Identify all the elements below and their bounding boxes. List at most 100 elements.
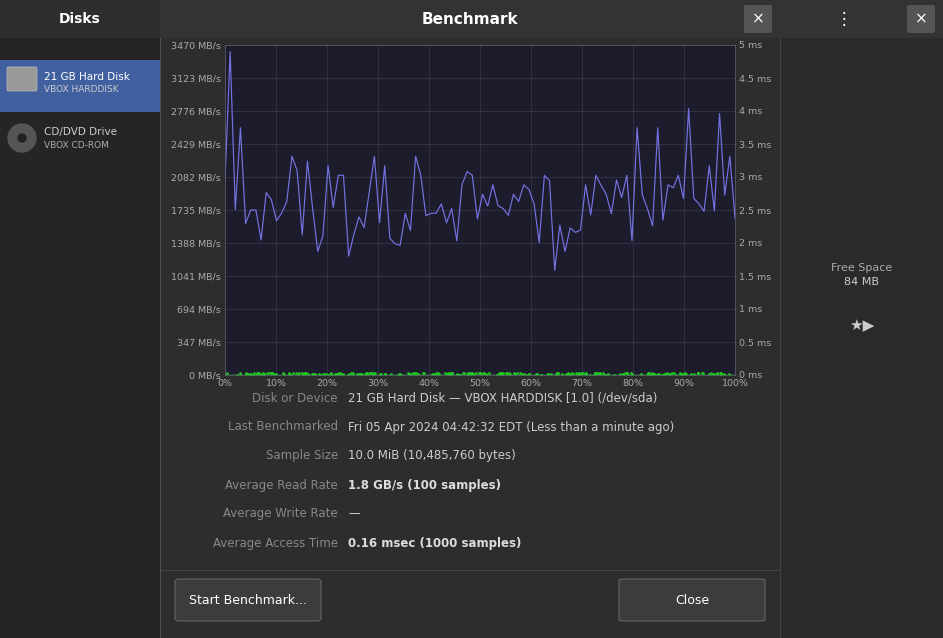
Point: [588, 370, 604, 380]
Point: [575, 367, 590, 378]
Text: 0.16 msec (1000 samples): 0.16 msec (1000 samples): [348, 537, 521, 549]
Point: [713, 367, 728, 378]
Point: [460, 369, 475, 379]
FancyBboxPatch shape: [175, 579, 321, 621]
Point: [455, 368, 470, 378]
Text: Average Write Rate: Average Write Rate: [223, 507, 338, 521]
Point: [323, 368, 339, 378]
Point: [654, 370, 670, 380]
Bar: [0, 0, 160, 638]
Point: [432, 369, 447, 379]
Point: [256, 369, 272, 379]
Point: [658, 368, 673, 378]
Point: [502, 368, 517, 378]
Point: [705, 369, 720, 379]
Point: [472, 368, 488, 378]
Point: [578, 367, 593, 378]
Point: [596, 370, 611, 380]
Point: [321, 369, 336, 380]
Point: [328, 369, 343, 380]
Point: [407, 370, 422, 380]
Point: [571, 369, 586, 379]
Point: [307, 368, 323, 378]
Text: ×: ×: [752, 11, 765, 27]
Point: [533, 370, 548, 380]
Point: [252, 368, 267, 378]
FancyBboxPatch shape: [744, 5, 772, 33]
Point: [341, 369, 356, 380]
Point: [240, 369, 256, 380]
Point: [249, 369, 264, 380]
Point: [570, 369, 585, 379]
Point: [453, 369, 468, 380]
Text: 1.8 GB/s (100 samples): 1.8 GB/s (100 samples): [348, 478, 501, 491]
Text: ★▶: ★▶: [849, 318, 874, 334]
Point: [340, 369, 356, 380]
Point: [239, 369, 254, 379]
Point: [256, 369, 271, 379]
Point: [601, 369, 616, 380]
Point: [358, 367, 373, 378]
Point: [500, 369, 515, 380]
Bar: [160, 0, 780, 638]
Text: CD/DVD Drive: CD/DVD Drive: [44, 127, 117, 137]
Point: [625, 369, 640, 379]
Point: [315, 369, 330, 379]
Point: [430, 369, 445, 379]
Point: [674, 369, 689, 379]
Point: [659, 368, 674, 378]
Point: [246, 368, 261, 378]
Point: [264, 368, 279, 378]
Point: [350, 369, 365, 379]
Point: [305, 369, 320, 379]
Point: [665, 368, 680, 378]
Point: [633, 369, 648, 380]
Point: [449, 369, 464, 380]
Point: [677, 369, 692, 380]
Point: [569, 367, 584, 378]
Point: [521, 369, 537, 379]
Point: [495, 369, 510, 379]
Point: [645, 367, 660, 378]
Point: [322, 369, 337, 379]
Point: [442, 367, 457, 378]
Point: [587, 368, 603, 378]
Point: [713, 370, 728, 380]
Point: [451, 370, 466, 380]
Point: [662, 369, 677, 379]
Point: [390, 369, 405, 380]
Point: [427, 369, 442, 379]
Point: [289, 368, 304, 378]
Point: [246, 369, 261, 380]
Point: [645, 369, 660, 379]
Text: Benchmark: Benchmark: [422, 11, 519, 27]
Point: [642, 369, 657, 380]
Point: [366, 369, 381, 380]
Point: [690, 368, 705, 378]
Point: [429, 369, 444, 379]
Point: [679, 369, 694, 379]
Point: [579, 369, 594, 380]
Point: [402, 369, 417, 379]
Point: [571, 370, 586, 380]
Point: [588, 367, 604, 378]
Point: [410, 369, 425, 380]
Point: [618, 368, 633, 378]
Text: 21 GB Hard Disk: 21 GB Hard Disk: [44, 72, 130, 82]
Point: [713, 369, 728, 379]
Point: [646, 369, 661, 380]
Point: [672, 369, 687, 379]
Point: [291, 368, 306, 378]
Point: [295, 368, 310, 378]
Point: [319, 369, 334, 380]
Point: [713, 368, 728, 378]
Point: [640, 368, 655, 378]
Point: [717, 369, 732, 379]
Point: [577, 369, 592, 379]
Point: [551, 370, 566, 380]
Point: [341, 369, 356, 380]
Point: [331, 369, 346, 380]
Point: [472, 367, 487, 378]
Point: [558, 369, 573, 379]
Point: [430, 368, 445, 378]
